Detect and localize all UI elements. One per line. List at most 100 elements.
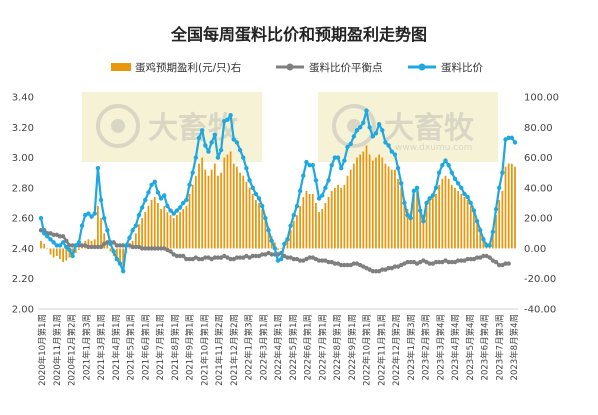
x-axis-tick-label: 2023年5月第4周	[465, 314, 476, 380]
x-axis-tick-label: 2023年8月第4周	[509, 314, 520, 380]
ratio-point	[373, 131, 379, 136]
ratio-point	[512, 140, 518, 145]
profit-bar	[119, 248, 121, 264]
left-axis-tick-label: 2.00	[12, 305, 34, 316]
breakeven-point	[497, 262, 502, 268]
ratio-point	[418, 208, 423, 213]
x-axis-tick-label: 2022年8月第1周	[332, 314, 343, 380]
ratio-point	[237, 147, 243, 153]
legend-marker-ratio	[418, 63, 426, 71]
ratio-point	[209, 140, 214, 145]
profit-bar	[400, 187, 403, 249]
profit-bar	[213, 163, 216, 249]
profit-bar	[103, 233, 106, 249]
watermark-2-text: 大畜牧	[384, 111, 475, 146]
legend-swatch-profit	[111, 63, 131, 71]
profit-bar	[362, 151, 365, 249]
ratio-point	[408, 215, 413, 221]
ratio-point	[41, 231, 47, 236]
ratio-point	[487, 243, 492, 248]
profit-bar	[185, 206, 188, 249]
ratio-point	[345, 144, 350, 150]
profit-bar	[479, 227, 482, 249]
watermark-1-logo	[96, 104, 140, 148]
profit-bar	[498, 199, 501, 249]
breakeven-point	[459, 258, 464, 263]
x-axis-tick-label: 2022年7月第1周	[317, 314, 328, 380]
ratio-point	[225, 117, 230, 122]
profit-bar	[169, 215, 172, 249]
ratio-point	[187, 182, 192, 188]
ratio-point	[471, 208, 477, 213]
profit-bar	[147, 206, 150, 249]
profit-bar	[242, 175, 245, 249]
profit-bar	[403, 199, 406, 249]
ratio-point	[67, 247, 72, 253]
ratio-point	[430, 193, 436, 198]
profit-bar	[337, 184, 339, 249]
ratio-point	[459, 185, 464, 191]
breakeven-point	[181, 253, 186, 259]
profit-bar	[422, 215, 425, 249]
ratio-point	[285, 237, 290, 242]
ratio-point	[443, 158, 448, 163]
breakeven-point	[253, 253, 259, 259]
profit-bar	[255, 199, 257, 249]
ratio-point	[127, 235, 132, 241]
ratio-point	[386, 143, 391, 148]
profit-bar	[232, 163, 235, 249]
breakeven-point	[177, 253, 183, 259]
breakeven-point	[70, 243, 75, 248]
profit-bar	[390, 169, 393, 249]
x-axis-tick-label: 2020年12月第2周	[67, 314, 78, 386]
breakeven-point	[89, 244, 94, 250]
left-axis-tick-label: 2.40	[12, 244, 34, 255]
x-axis-tick-label: 2020年10月第1周	[37, 314, 48, 386]
profit-bar	[251, 193, 254, 249]
breakeven-point	[155, 246, 161, 251]
ratio-point	[282, 241, 287, 247]
breakeven-point	[149, 246, 154, 251]
ratio-point	[193, 155, 199, 160]
profit-bar	[49, 248, 52, 255]
profit-bar	[201, 157, 204, 249]
profit-bar	[387, 166, 390, 249]
profit-bar	[217, 175, 219, 249]
profit-bar	[409, 212, 412, 249]
breakeven-point	[60, 234, 66, 239]
profit-bar	[207, 175, 210, 249]
profit-bar	[239, 172, 241, 249]
ratio-point	[228, 112, 233, 118]
ratio-point	[351, 134, 357, 139]
profit-bar	[450, 184, 453, 249]
breakeven-point	[455, 258, 461, 263]
ratio-point	[497, 185, 502, 191]
ratio-point	[399, 181, 404, 186]
profit-bar	[349, 169, 352, 249]
watermark-2-logo	[332, 104, 376, 148]
breakeven-point	[174, 253, 180, 259]
profit-bar	[191, 184, 194, 249]
profit-bar	[289, 230, 292, 249]
breakeven-point	[79, 243, 85, 248]
ratio-point	[462, 191, 467, 197]
breakeven-point	[285, 255, 290, 260]
right-axis-tick-label: 40.00	[524, 183, 553, 194]
profit-bar	[343, 184, 346, 249]
ratio-point	[269, 238, 274, 244]
ratio-point	[339, 165, 344, 171]
profit-bar	[74, 248, 77, 253]
ratio-point	[241, 155, 246, 160]
profit-bar	[375, 157, 377, 249]
ratio-point	[335, 155, 341, 160]
ratio-point	[421, 218, 426, 224]
ratio-point	[218, 147, 224, 153]
profit-bar	[122, 248, 125, 267]
right-axis-tick-label: -40.00	[524, 305, 556, 316]
profit-bar	[220, 172, 222, 249]
profit-bar	[52, 248, 55, 258]
ratio-point	[446, 162, 451, 168]
ratio-point	[95, 165, 101, 171]
ratio-point	[320, 193, 325, 198]
